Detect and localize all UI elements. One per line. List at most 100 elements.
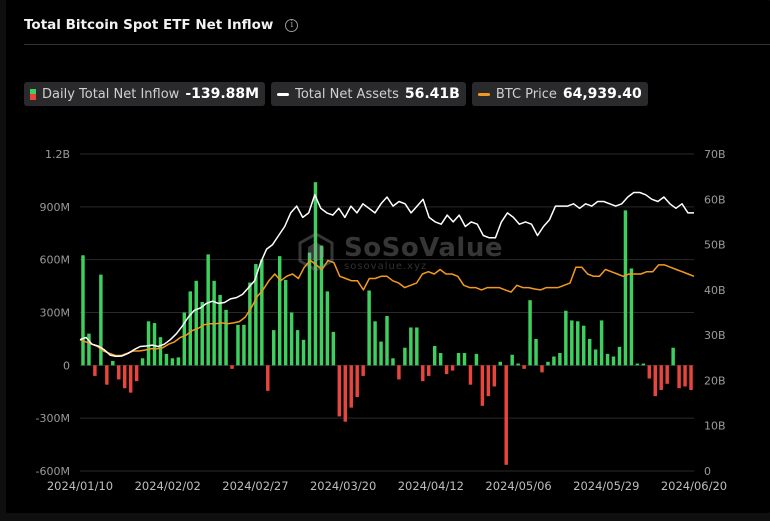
inflow-bar bbox=[468, 365, 473, 385]
inflow-bar bbox=[617, 346, 622, 366]
legend-label: BTC Price bbox=[495, 86, 557, 102]
inflow-bar bbox=[230, 365, 234, 369]
inflow-bar bbox=[391, 358, 395, 366]
inflow-bar bbox=[421, 365, 425, 382]
chart-legend: Daily Total Net Inflow -139.88M Total Ne… bbox=[24, 82, 648, 106]
x-tick-label: 2024/02/02 bbox=[135, 479, 201, 493]
inflow-bar bbox=[540, 365, 544, 373]
inflow-bar bbox=[105, 365, 109, 385]
inflow-bar bbox=[510, 354, 514, 366]
inflow-bar bbox=[587, 338, 592, 366]
inflow-bar bbox=[444, 365, 449, 375]
inflow-bar bbox=[337, 365, 342, 417]
x-tick-label: 2024/06/20 bbox=[661, 479, 727, 493]
inflow-bar bbox=[260, 259, 264, 366]
inflow-bar bbox=[200, 301, 204, 366]
inflow-bar bbox=[307, 252, 312, 366]
y-right-tick-label: 0 bbox=[704, 465, 711, 478]
inflow-bar bbox=[254, 264, 258, 366]
legend-label: Daily Total Net Inflow bbox=[42, 86, 180, 102]
x-tick-label: 2024/04/12 bbox=[398, 479, 464, 493]
chart-title: Total Bitcoin Spot ETF Net Inflow bbox=[24, 17, 274, 33]
legend-label: Total Net Assets bbox=[295, 86, 399, 102]
legend-item-btc-price[interactable]: BTC Price 64,939.40 bbox=[471, 82, 648, 106]
inflow-bar bbox=[224, 309, 228, 366]
inflow-bar bbox=[641, 363, 646, 366]
inflow-bar bbox=[93, 365, 97, 376]
inflow-bar bbox=[182, 312, 187, 366]
inflow-bar bbox=[188, 291, 193, 366]
inflow-bar bbox=[99, 274, 103, 366]
inflow-bar bbox=[218, 294, 222, 366]
info-circle-icon[interactable]: i bbox=[285, 18, 299, 32]
inflow-bar bbox=[492, 365, 497, 387]
inflow-bar bbox=[170, 358, 175, 366]
inflow-bar bbox=[552, 356, 556, 366]
inflow-bar bbox=[379, 341, 383, 366]
bar-swatch-icon bbox=[30, 88, 36, 100]
y-left-tick-label: 900M bbox=[40, 201, 71, 214]
y-left-tick-label: 600M bbox=[40, 254, 71, 267]
x-tick-label: 2024/05/06 bbox=[485, 479, 551, 493]
inflow-bar bbox=[564, 310, 568, 366]
inflow-bar bbox=[462, 353, 467, 366]
inflow-bar bbox=[206, 254, 210, 366]
y-left-tick-label: 1.2B bbox=[45, 148, 70, 161]
inflow-bar bbox=[134, 365, 139, 382]
inflow-bar bbox=[81, 255, 85, 366]
inflow-bar bbox=[450, 365, 455, 371]
legend-item-total-net-assets[interactable]: Total Net Assets 56.41B bbox=[271, 82, 466, 106]
inflow-bar bbox=[546, 361, 550, 366]
inflow-bar bbox=[111, 360, 115, 366]
inflow-bar bbox=[343, 365, 347, 422]
inflow-bar bbox=[409, 327, 413, 366]
inflow-bar bbox=[283, 279, 288, 366]
line-swatch-icon bbox=[477, 92, 490, 96]
inflow-bar bbox=[504, 365, 508, 465]
inflow-bar bbox=[164, 353, 169, 366]
inflow-bar bbox=[117, 365, 121, 380]
inflow-bar bbox=[397, 365, 401, 380]
inflow-bar bbox=[152, 323, 157, 366]
inflow-bar bbox=[677, 365, 681, 389]
inflow-bar bbox=[432, 345, 437, 366]
y-right-tick-label: 10B bbox=[704, 420, 726, 433]
chart-area[interactable]: 1.2B 900M 600M 300M 0 -300M -600M 70B 60B 50B 40B 3… bbox=[0, 140, 770, 500]
inflow-bar bbox=[498, 361, 502, 366]
y-left-tick-label: -600M bbox=[36, 465, 70, 478]
total-net-assets-line bbox=[79, 191, 694, 358]
inflow-bar bbox=[629, 268, 634, 366]
inflow-bar bbox=[176, 357, 181, 366]
y-right-tick-label: 50B bbox=[704, 239, 726, 252]
inflow-bar bbox=[266, 365, 270, 391]
x-tick-label: 2024/01/10 bbox=[47, 479, 113, 493]
inflow-bar bbox=[647, 365, 652, 379]
inflow-bar bbox=[427, 365, 431, 376]
inflow-bar bbox=[385, 316, 389, 366]
inflow-bar bbox=[576, 321, 580, 366]
x-tick-label: 2024/03/20 bbox=[310, 479, 376, 493]
y-left-tick-label: 0 bbox=[63, 359, 70, 372]
y-right-tick-label: 60B bbox=[704, 193, 726, 206]
chart-card: Total Bitcoin Spot ETF Net Inflow i Dail… bbox=[6, 0, 770, 513]
legend-value: -139.88M bbox=[185, 86, 260, 102]
chart-svg[interactable]: 1.2B 900M 600M 300M 0 -300M -600M 70B 60B 50B 40B 3… bbox=[0, 140, 770, 500]
inflow-bar bbox=[474, 353, 479, 366]
inflow-bar bbox=[623, 210, 628, 366]
chart-header: Total Bitcoin Spot ETF Net Inflow i bbox=[24, 14, 299, 36]
legend-value: 56.41B bbox=[404, 86, 460, 102]
inflow-bar bbox=[158, 337, 163, 366]
inflow-bar bbox=[313, 182, 318, 366]
inflow-bar bbox=[534, 338, 538, 366]
inflow-bar bbox=[653, 365, 657, 397]
inflow-bar bbox=[248, 282, 252, 366]
inflow-bar bbox=[295, 330, 300, 366]
inflow-bar bbox=[272, 330, 276, 366]
y-left-tick-label: 300M bbox=[40, 307, 71, 320]
inflow-bar bbox=[635, 363, 640, 366]
inflow-bar bbox=[367, 290, 371, 366]
inflow-bar bbox=[605, 353, 610, 366]
legend-item-daily-inflow[interactable]: Daily Total Net Inflow -139.88M bbox=[24, 82, 266, 106]
inflow-bar bbox=[403, 347, 407, 366]
inflow-bar bbox=[683, 365, 687, 387]
